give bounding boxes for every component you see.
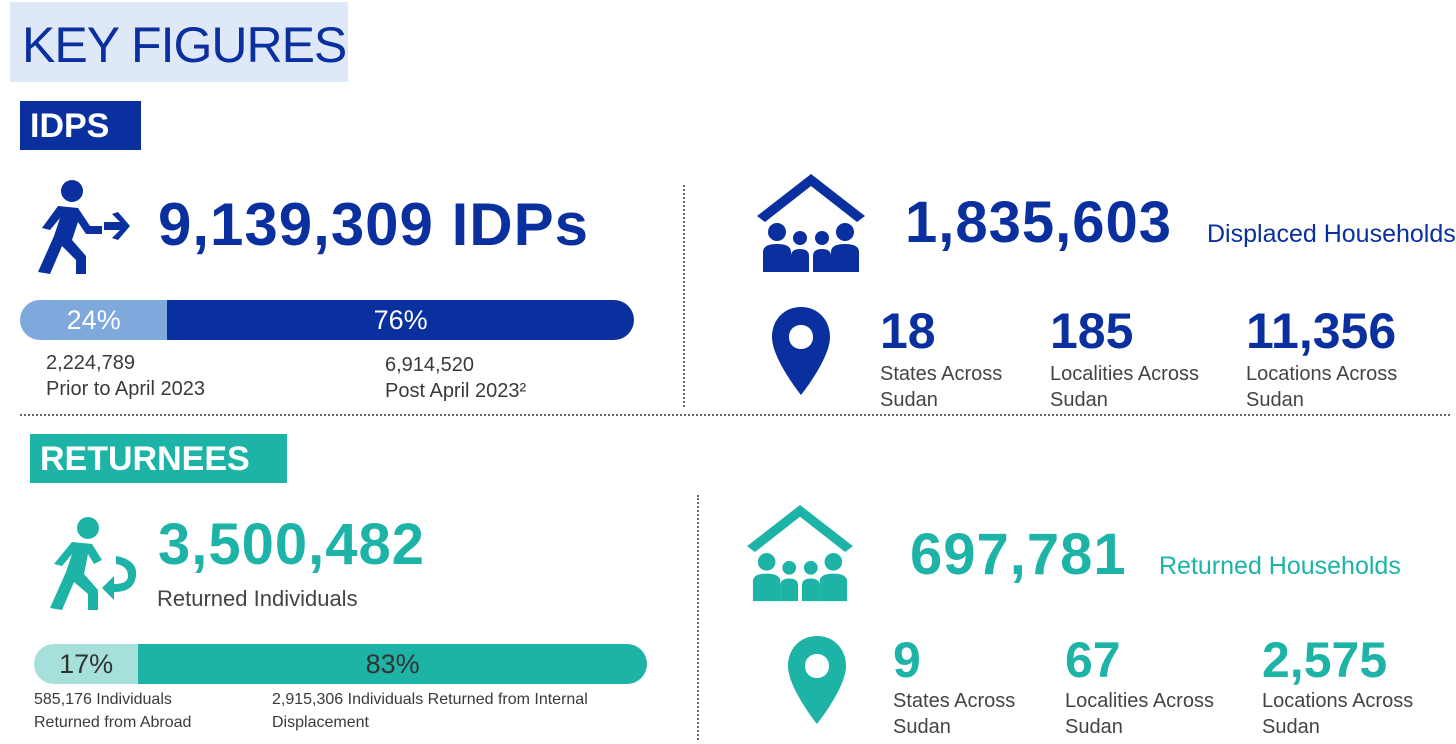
returnees-internal-line1: 2,915,306 Individuals Returned from Inte…	[272, 691, 588, 708]
returned-location-pin-icon	[788, 636, 846, 724]
returnees-states-label1: States Across	[893, 690, 1016, 712]
returnees-internal-block: 2,915,306 Individuals Returned from Inte…	[272, 688, 588, 734]
returnees-bar-internal: 83%	[138, 644, 647, 684]
returnees-states-label2: Sudan	[893, 716, 951, 738]
returnees-households-value: 697,781	[910, 522, 1127, 587]
returnees-abroad-line2: Returned from Abroad	[34, 714, 192, 731]
idps-post-label: Post April 2023²	[385, 380, 527, 402]
returnees-section-tag: RETURNEES	[30, 434, 287, 483]
family-house-icon	[757, 174, 865, 272]
idps-prior-value: 2,224,789	[46, 352, 135, 374]
returnees-localities-label2: Sudan	[1065, 716, 1123, 738]
idps-stat-localities: 185 Localities Across Sudan	[1050, 305, 1199, 413]
idps-prior-label: Prior to April 2023	[46, 378, 205, 400]
returnees-households-label: Returned Households	[1159, 552, 1401, 580]
idps-stat-states: 18 States Across Sudan	[880, 305, 1002, 413]
returning-person-icon	[50, 517, 137, 610]
divider-horizontal	[20, 414, 1450, 416]
idps-localities-value: 185	[1050, 303, 1134, 359]
returnees-total: 3,500,482	[158, 512, 426, 577]
idps-post-block: 6,914,520 Post April 2023²	[385, 352, 526, 404]
returnees-locations-value: 2,575	[1262, 632, 1388, 688]
idps-section-tag: IDPS	[20, 101, 141, 150]
returnees-stat-locations: 2,575 Locations Across Sudan	[1262, 634, 1413, 740]
location-pin-icon	[772, 307, 830, 395]
idps-bar-prior-pct: 24%	[66, 304, 121, 335]
divider-vertical-top	[683, 185, 685, 407]
idps-localities-label2: Sudan	[1050, 389, 1108, 411]
idps-states-label1: States Across	[880, 363, 1003, 385]
idps-progress-bar: 24% 76%	[20, 300, 634, 340]
returnees-localities-label1: Localities Across	[1065, 690, 1214, 712]
returnees-abroad-block: 585,176 Individuals Returned from Abroad	[34, 688, 191, 734]
idps-localities-label1: Localities Across	[1050, 363, 1199, 385]
returned-family-house-icon	[747, 504, 853, 602]
returnees-bar-abroad: 17%	[34, 644, 139, 684]
returnees-localities-value: 67	[1065, 632, 1121, 688]
idps-total: 9,139,309 IDPs	[158, 191, 589, 258]
idps-locations-value: 11,356	[1246, 303, 1397, 359]
idps-bar-post-pct: 76%	[373, 304, 428, 335]
idps-bar-prior: 24%	[20, 300, 168, 340]
idps-states-value: 18	[880, 303, 936, 359]
divider-vertical-bottom	[697, 495, 699, 740]
returnees-internal-line2: Displacement	[272, 714, 369, 731]
returnees-stat-localities: 67 Localities Across Sudan	[1065, 634, 1214, 740]
idps-households-value: 1,835,603	[905, 190, 1173, 255]
returnees-locations-label1: Locations Across	[1262, 690, 1414, 712]
page-title: KEY FIGURES	[10, 2, 348, 82]
idps-states-label2: Sudan	[880, 389, 938, 411]
idps-prior-block: 2,224,789 Prior to April 2023	[46, 350, 205, 402]
returnees-stat-states: 9 States Across Sudan	[893, 634, 1015, 740]
returnees-locations-label2: Sudan	[1262, 716, 1320, 738]
returnees-abroad-line1: 585,176 Individuals	[34, 691, 172, 708]
returnees-states-value: 9	[893, 632, 921, 688]
returnees-total-label: Returned Individuals	[157, 586, 358, 611]
idps-locations-label2: Sudan	[1246, 389, 1304, 411]
returnees-progress-bar: 17% 83%	[34, 644, 647, 684]
walking-person-arrow-icon	[38, 180, 130, 274]
idps-stat-locations: 11,356 Locations Across Sudan	[1246, 305, 1397, 413]
returnees-bar-internal-pct: 83%	[365, 648, 420, 679]
idps-locations-label1: Locations Across	[1246, 363, 1398, 385]
idps-households-label: Displaced Households	[1207, 220, 1456, 248]
returnees-bar-abroad-pct: 17%	[59, 648, 114, 679]
idps-post-value: 6,914,520	[385, 354, 474, 376]
idps-bar-post: 76%	[167, 300, 634, 340]
